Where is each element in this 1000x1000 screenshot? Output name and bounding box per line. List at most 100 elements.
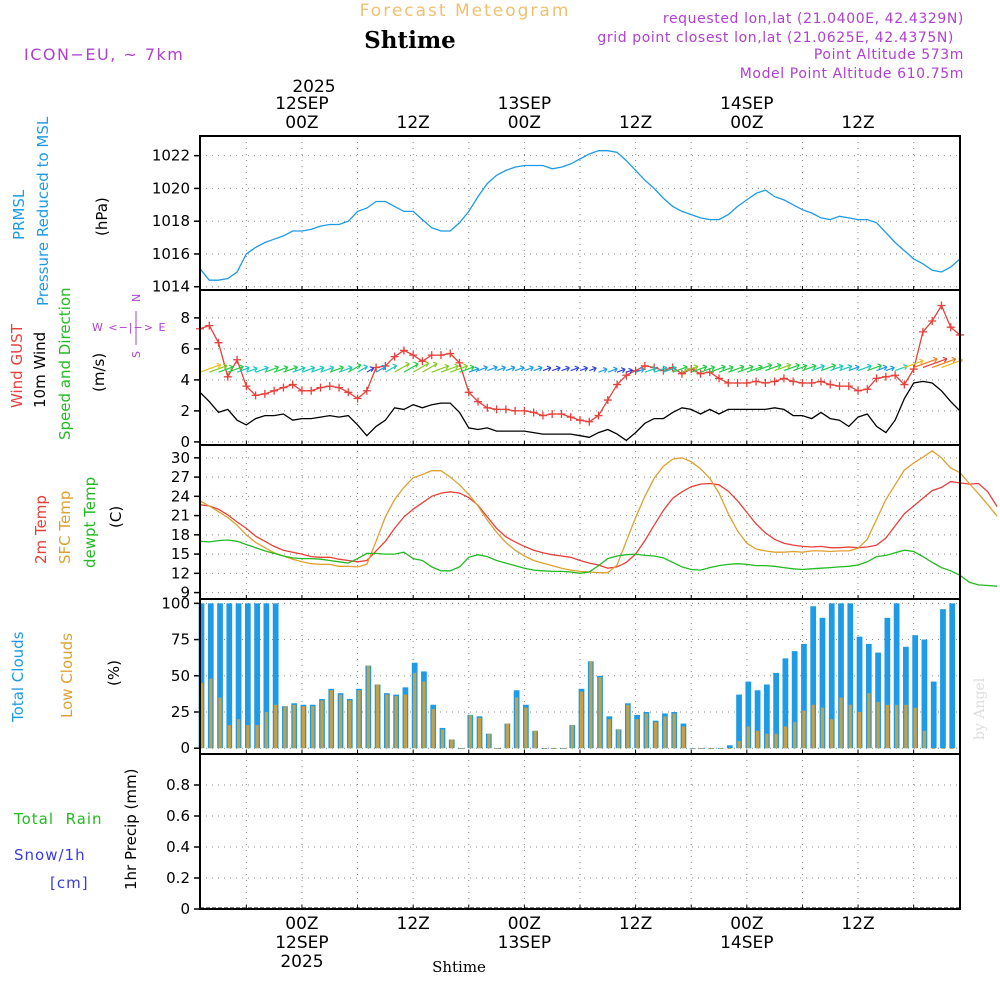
wind-arrow-head [942, 356, 948, 363]
low-cloud-bar [830, 719, 834, 749]
ytick-label: 0 [180, 433, 190, 451]
total-cloud-bar [856, 636, 863, 749]
low-cloud-bar [774, 733, 778, 749]
wind-arrow-head [628, 367, 633, 374]
total-cloud-bar [903, 646, 909, 749]
low-cloud-bar [672, 713, 676, 749]
wind-arrow-head [662, 365, 668, 372]
wind-arrow [774, 364, 791, 372]
wind-arrow [209, 365, 228, 373]
total-cloud-bar [810, 606, 817, 749]
label-total-clouds: Total Clouds [9, 631, 27, 723]
wind-arrow-head [612, 366, 618, 373]
gust-marker [427, 351, 436, 360]
wind-arrow [709, 365, 726, 373]
wind-arrow-head [932, 356, 938, 363]
gust-marker [937, 301, 946, 310]
wind-arrow [347, 364, 362, 373]
wind-arrow-head [405, 361, 410, 368]
total-cloud-bar [272, 603, 279, 749]
wind-arrow [311, 366, 325, 373]
gust-marker [742, 379, 751, 387]
gust-marker [362, 386, 371, 395]
gust-marker [715, 374, 724, 383]
wind-arrow [867, 364, 882, 372]
wind-arrow [385, 365, 397, 373]
wind-arrow [746, 365, 763, 373]
low-cloud-bar [570, 725, 574, 749]
chart-panels: 1014101610181020102202468912151821242730… [152, 135, 998, 918]
ytick-label: 0.6 [166, 807, 190, 825]
gust-marker [603, 396, 612, 405]
gust-marker [863, 385, 872, 394]
total-cloud-bar [217, 603, 223, 749]
label-speed-direction: Speed and Direction [56, 287, 74, 440]
low-cloud-bar [579, 691, 584, 749]
total-cloud-bar [875, 652, 881, 749]
ytick-label: 1014 [152, 278, 190, 296]
wind-arrow-head [776, 362, 782, 369]
ytick-label: 21 [171, 507, 190, 525]
total-cloud-bar [819, 617, 826, 749]
total-cloud-bar [254, 603, 260, 749]
ytick-label: 1018 [152, 212, 190, 230]
wind-arrow-head [702, 364, 708, 371]
low-cloud-bar [533, 730, 537, 749]
wind-arrow-head [565, 365, 570, 372]
ytick-label: 0.2 [166, 869, 190, 887]
series-line-prmsl [199, 150, 961, 281]
gust-marker [696, 369, 705, 378]
wind-arrow-head [392, 363, 398, 370]
top-year: 2025 [292, 77, 335, 97]
gust-marker [335, 383, 344, 392]
wind-arrow [375, 366, 386, 373]
gust-marker [492, 405, 501, 414]
wind-arrow [487, 366, 498, 372]
label-prmsl: PRMSL [10, 189, 28, 240]
series-line-10m-wind [199, 380, 961, 442]
wind-arrow [589, 367, 597, 372]
wind-arrow-head [786, 362, 792, 369]
low-cloud-bar [783, 726, 787, 749]
wind-arrow [737, 365, 754, 373]
gust-marker [205, 321, 214, 330]
total-cloud-bar [754, 690, 761, 749]
total-cloud-bar [930, 681, 937, 749]
total-cloud-bar [726, 745, 733, 749]
low-cloud-bar [811, 704, 815, 749]
ytick-label: 25 [171, 703, 190, 721]
grid-point-coords: grid point closest lon,lat (21.0625E, 42… [597, 30, 954, 46]
wind-arrow [533, 366, 543, 372]
wind-arrow [830, 365, 844, 372]
low-cloud-bar [895, 704, 899, 749]
wind-arrow-head [838, 363, 844, 370]
label-10m-wind: 10m Wind [31, 332, 49, 408]
low-cloud-bar [932, 748, 936, 750]
wind-arrow [292, 367, 306, 373]
gust-marker [752, 377, 761, 386]
low-cloud-bar [728, 748, 732, 750]
low-cloud-bar [301, 706, 306, 749]
wind-arrow-head [510, 365, 516, 372]
wind-arrow-head [424, 361, 430, 367]
low-cloud-bar [477, 717, 482, 749]
top-date-label: 14SEP [720, 94, 773, 114]
wind-arrow-head [802, 363, 808, 370]
gust-marker [807, 379, 816, 387]
top-date-label: 13SEP [498, 94, 551, 114]
wind-arrow [616, 368, 626, 373]
label-percent: (%) [105, 660, 123, 686]
wind-arrow-head [369, 366, 375, 372]
wind-arrow [663, 366, 677, 373]
requested-coords: requested lon,lat (21.0400E, 42.4329N) [663, 11, 964, 27]
total-cloud-bar [884, 617, 891, 749]
wind-arrow-head [882, 364, 888, 371]
wind-arrow-head [811, 363, 817, 370]
gust-marker [270, 386, 279, 395]
gust-marker [316, 383, 325, 392]
top-hour-label: 00Z [730, 113, 763, 133]
wind-arrow-head [310, 365, 316, 372]
gust-marker [585, 417, 594, 426]
